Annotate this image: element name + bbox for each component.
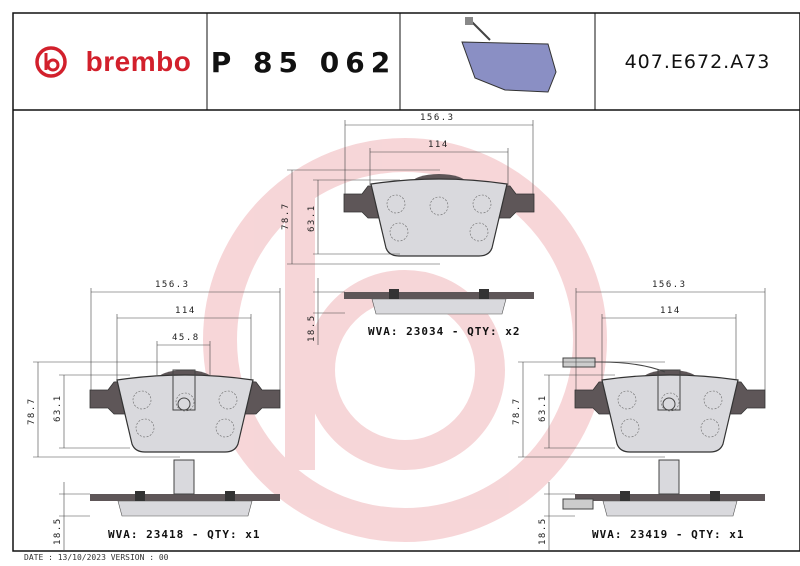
dim-width-total: 156.3 [155,280,190,290]
dim-width-total: 156.3 [652,280,687,290]
dim-height-total: 78.7 [27,397,37,425]
dim-height-friction: 63.1 [307,204,317,232]
dim-thickness: 18.5 [53,517,63,545]
pad-23418-side-view [89,459,281,517]
pad-23419-side-view [562,459,766,517]
wva-label: WVA: 23034 - QTY: x2 [368,325,521,338]
dim-thickness: 18.5 [538,517,548,545]
dim-sensor-offset: 45.8 [172,333,200,343]
dim-height-total: 78.7 [281,202,291,230]
dim-thickness: 18.5 [307,314,317,342]
dim-width-friction: 114 [175,306,196,316]
brand-logo: brembo [70,14,207,110]
brand-name: brembo [85,46,192,77]
dim-width-friction: 114 [428,140,449,150]
brembo-logo-icon [35,46,67,78]
dim-height-total: 78.7 [512,397,522,425]
part-number: P 85 062 [210,45,397,79]
product-thumbnail [461,17,557,93]
wva-label: WVA: 23419 - QTY: x1 [592,528,745,541]
pad-23034-top-view [343,173,535,257]
brembo-watermark [203,138,607,542]
dim-width-total: 156.3 [420,113,455,123]
dim-height-friction: 63.1 [538,394,548,422]
dim-height-friction: 63.1 [53,394,63,422]
dim-width-friction: 114 [660,306,681,316]
pad-23418-top-view [89,369,281,453]
reference-code: 407.E672.A73 [624,51,771,73]
pad-23034-side-view [343,288,535,315]
date-version: DATE : 13/10/2023 VERSION : 00 [24,553,169,562]
wva-label: WVA: 23418 - QTY: x1 [108,528,261,541]
